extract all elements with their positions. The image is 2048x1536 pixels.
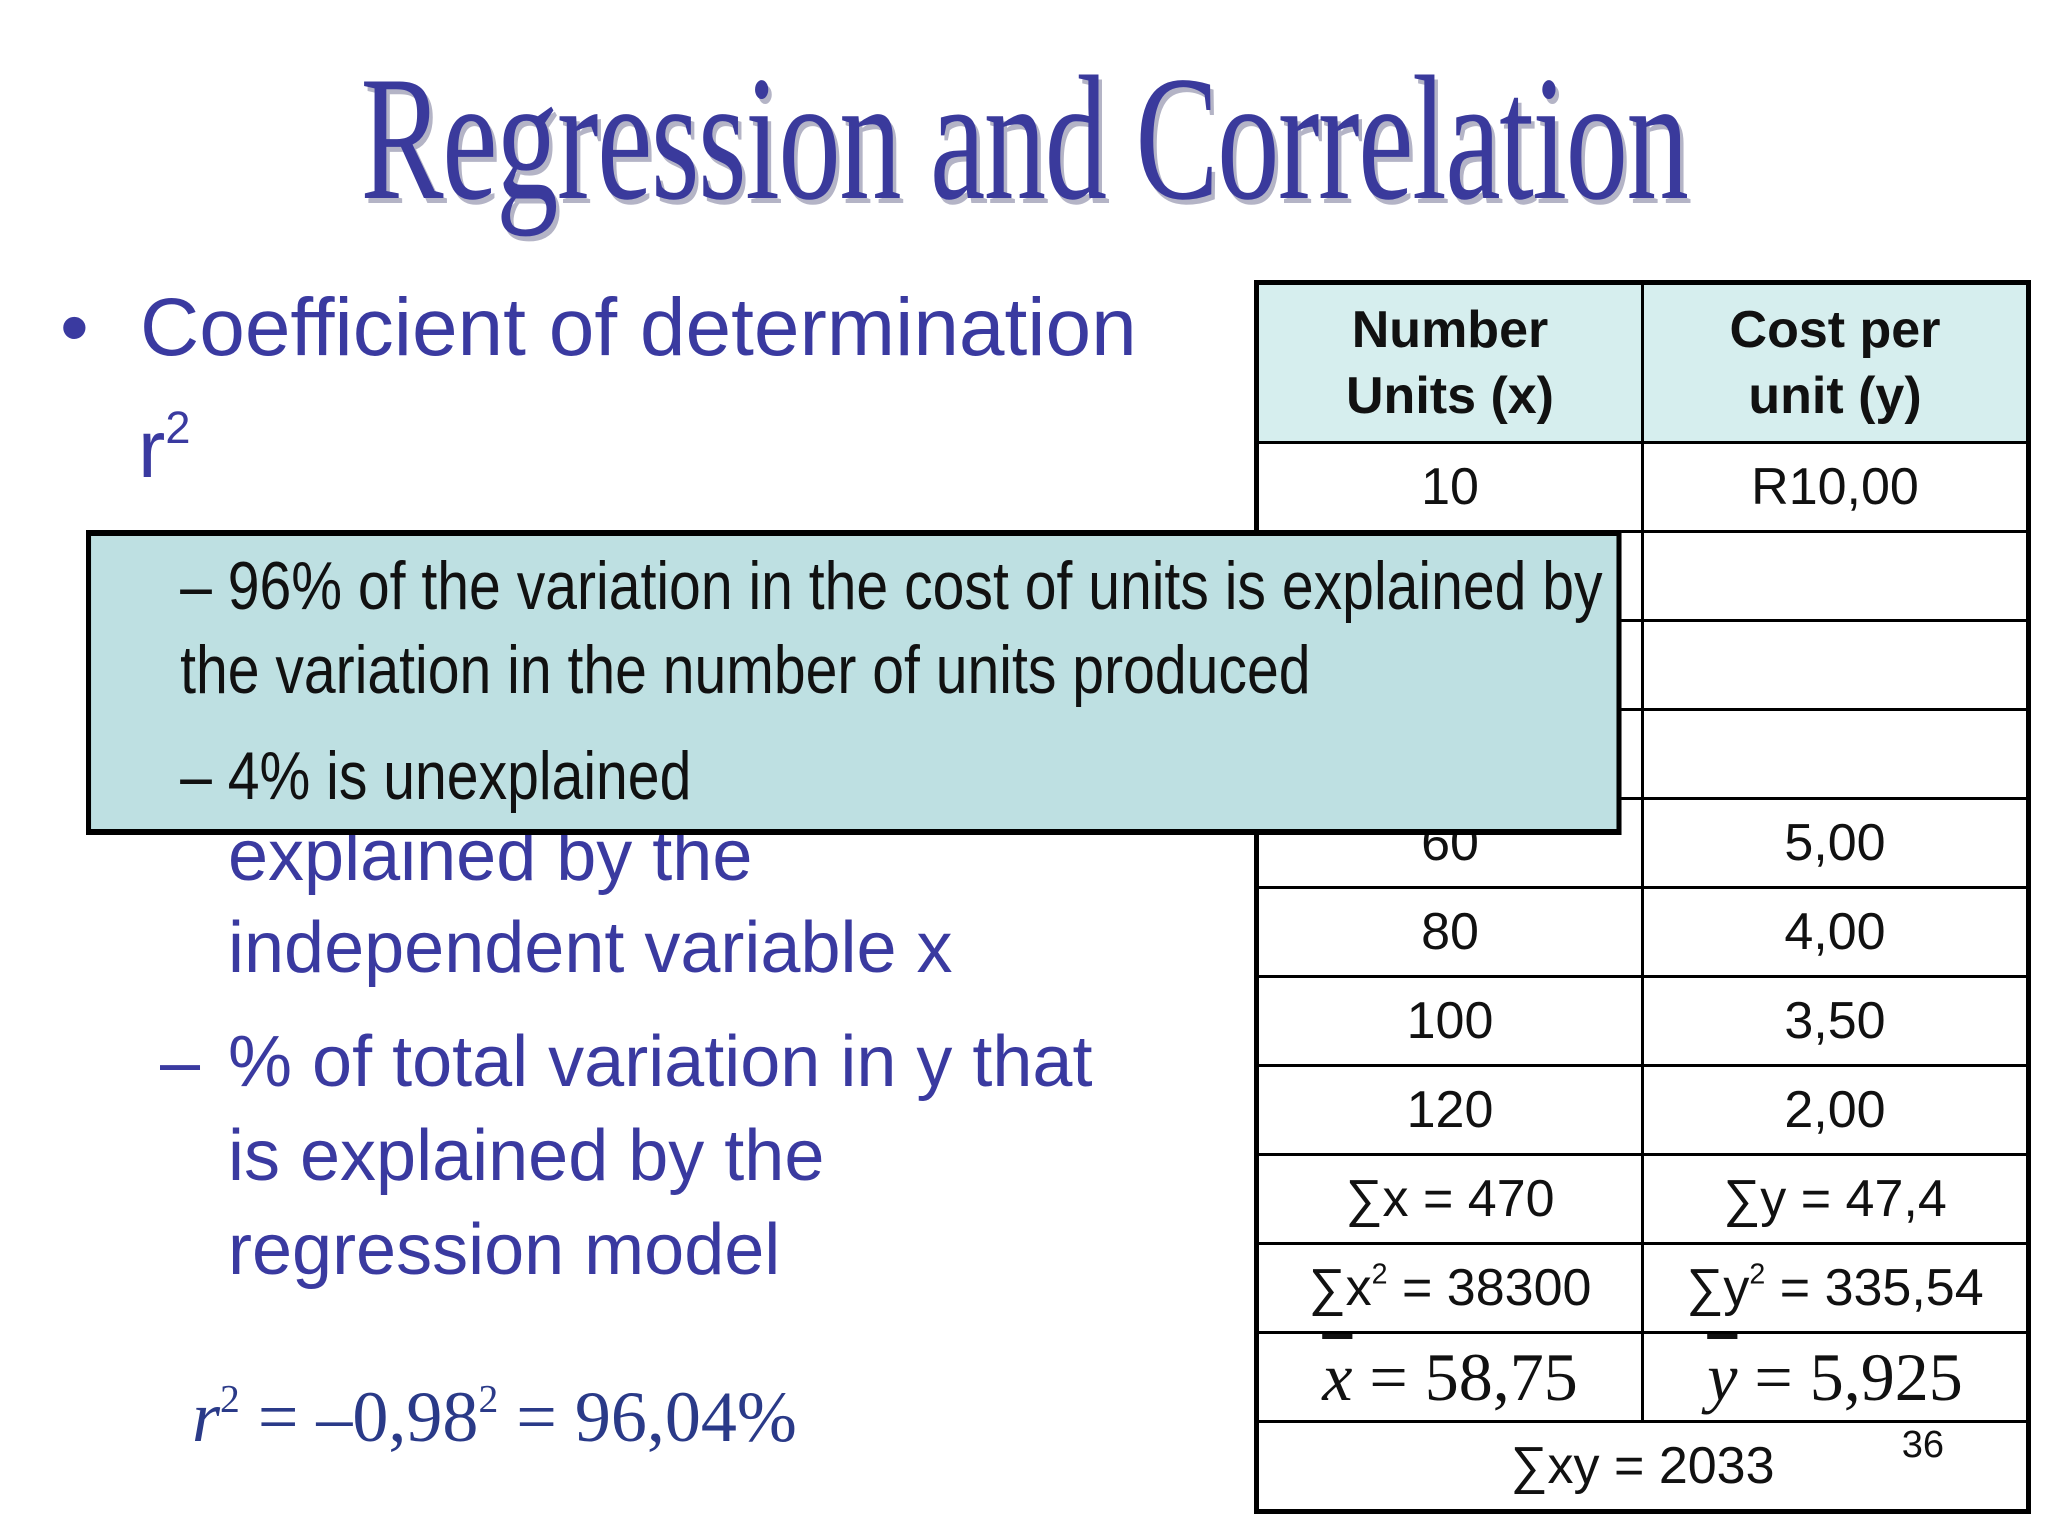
- formula-eq1-exp: 2: [478, 1376, 499, 1421]
- cell-x: 120: [1255, 1064, 1644, 1156]
- formula-r-exp: 2: [220, 1376, 240, 1421]
- r-symbol: r: [138, 404, 166, 495]
- sum-y: ∑y = 47,4: [1641, 1153, 2030, 1245]
- r-squared-label: r2: [138, 404, 190, 496]
- mean-y-symbol: y: [1707, 1338, 1738, 1415]
- table-sumxy-row: ∑xy = 2033: [1255, 1420, 2030, 1513]
- table-mean-row: x = 58,75 y = 5,925: [1255, 1331, 2030, 1423]
- header-x-line2: Units (x): [1346, 367, 1554, 425]
- cell-x: 100: [1255, 975, 1644, 1067]
- cell-y: R10,00: [1641, 441, 2030, 533]
- data-table: Number Units (x) Cost per unit (y) 10 R10,0…: [1254, 280, 2031, 1514]
- sum-x2-val: = 38300: [1387, 1259, 1592, 1317]
- sub-line-pct: % of total variation in y that: [228, 1022, 1093, 1102]
- header-x-line1: Number: [1351, 301, 1549, 359]
- cell-x: 80: [1255, 886, 1644, 978]
- cell-y: [1641, 708, 2030, 800]
- cell-y: 3,50: [1641, 975, 2030, 1067]
- header-y-line2: unit (y): [1748, 367, 1922, 425]
- sub-dash: –: [160, 1022, 201, 1102]
- sum-y2-val: = 335,54: [1765, 1259, 1984, 1317]
- sum-x2-base: ∑x: [1308, 1259, 1372, 1317]
- header-y: Cost per unit (y): [1641, 281, 2030, 444]
- r-squared-formula: r2 = –0,982 = 96,04%: [192, 1372, 797, 1462]
- cell-x: 10: [1255, 441, 1644, 533]
- sum-y2-base: ∑y: [1686, 1259, 1750, 1317]
- table-row: 80 4,00: [1255, 886, 2030, 978]
- sub-line-is-explained: is explained by the: [228, 1116, 825, 1196]
- sub-line-model: regression model: [228, 1210, 781, 1290]
- table-row: 10 R10,00: [1255, 441, 2030, 533]
- cell-y: 5,00: [1641, 797, 2030, 889]
- callout-line-2: the variation in the number of units pro…: [180, 632, 1311, 708]
- sub-line-independent: independent variable x: [228, 908, 953, 988]
- formula-eq2: = 96,04%: [498, 1377, 797, 1457]
- mean-y: y = 5,925: [1641, 1331, 2030, 1423]
- sum-x-squared: ∑x2 = 38300: [1255, 1242, 1644, 1334]
- table-sumsq-row: ∑x2 = 38300 ∑y2 = 335,54: [1255, 1242, 2030, 1334]
- r-exponent: 2: [165, 402, 191, 454]
- cell-y: 2,00: [1641, 1064, 2030, 1156]
- mean-x: x = 58,75: [1255, 1331, 1644, 1423]
- callout-line-1: – 96% of the variation in the cost of un…: [180, 548, 1603, 624]
- callout-box: – 96% of the variation in the cost of un…: [86, 530, 1622, 835]
- sum-y-squared: ∑y2 = 335,54: [1641, 1242, 2030, 1334]
- cell-y: 4,00: [1641, 886, 2030, 978]
- table-header-row: Number Units (x) Cost per unit (y): [1255, 281, 2030, 444]
- header-y-line1: Cost per: [1729, 301, 1941, 359]
- sum-x: ∑x = 470: [1255, 1153, 1644, 1245]
- mean-y-value: = 5,925: [1737, 1338, 1963, 1415]
- sum-x2-exp: 2: [1371, 1258, 1388, 1291]
- bullet-text: Coefficient of determination: [140, 282, 1137, 373]
- table-row: 100 3,50: [1255, 975, 2030, 1067]
- mean-x-symbol: x: [1322, 1338, 1353, 1415]
- cell-y: [1641, 619, 2030, 711]
- mean-x-value: = 58,75: [1352, 1338, 1578, 1415]
- sum-xy: ∑xy = 2033: [1255, 1420, 2030, 1513]
- formula-r: r: [192, 1377, 221, 1457]
- slide-title: Regression and Correlation: [360, 39, 1689, 237]
- table-row: 120 2,00: [1255, 1064, 2030, 1156]
- table-sum-row: ∑x = 470 ∑y = 47,4: [1255, 1153, 2030, 1245]
- bullet-marker: •: [60, 282, 89, 373]
- sum-y2-exp: 2: [1749, 1258, 1766, 1291]
- header-x: Number Units (x): [1255, 281, 1644, 444]
- cell-y: [1641, 530, 2030, 622]
- callout-line-3: – 4% is unexplained: [180, 738, 692, 814]
- formula-eq1: = –0,98: [239, 1377, 479, 1457]
- page-number: 36: [1901, 1424, 1944, 1466]
